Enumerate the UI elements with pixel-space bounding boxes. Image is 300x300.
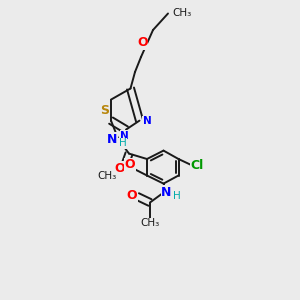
Text: Cl: Cl	[191, 159, 204, 172]
Text: N: N	[107, 133, 118, 146]
Text: CH₃: CH₃	[97, 171, 116, 181]
Text: S: S	[100, 103, 109, 117]
Text: CH₃: CH₃	[172, 8, 192, 18]
Text: O: O	[137, 36, 148, 49]
Text: O: O	[124, 158, 135, 172]
Text: N: N	[120, 130, 129, 141]
Text: N: N	[161, 186, 172, 199]
Text: H: H	[173, 190, 181, 201]
Text: H: H	[118, 138, 126, 148]
Text: O: O	[127, 189, 137, 202]
Text: O: O	[114, 161, 125, 175]
Text: N: N	[142, 116, 152, 127]
Text: CH₃: CH₃	[140, 218, 160, 229]
